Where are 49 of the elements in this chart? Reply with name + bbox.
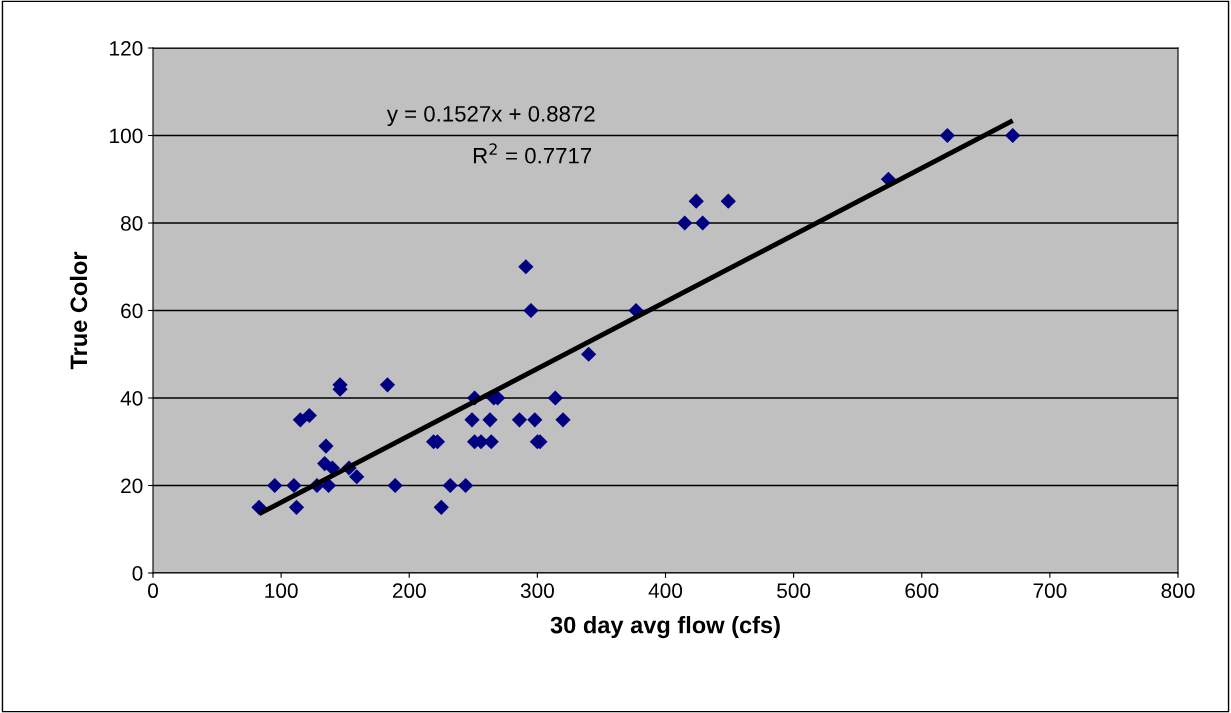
- point: [511, 412, 528, 428]
- y-tick-label: 60: [121, 303, 143, 319]
- y-axis-title: True Color: [69, 251, 88, 370]
- point: [433, 499, 449, 515]
- point: [527, 412, 543, 428]
- point: [458, 477, 474, 494]
- point: [482, 412, 498, 428]
- x-tick-label: 400: [648, 583, 683, 599]
- y-tick-label: 100: [110, 128, 143, 144]
- point: [1005, 127, 1021, 144]
- x-tick-label: 0: [148, 583, 158, 599]
- point: [464, 412, 480, 428]
- point: [301, 407, 317, 424]
- point: [324, 460, 340, 476]
- point: [523, 302, 539, 319]
- point: [677, 215, 693, 231]
- point: [581, 346, 597, 362]
- y-tick-label: 20: [121, 478, 143, 494]
- annotation: y = 0.1527x + 0.8872: [386, 105, 595, 127]
- x-tick-label: 600: [905, 583, 939, 599]
- y-tick-label: 0: [132, 566, 143, 581]
- point: [320, 477, 337, 494]
- point: [695, 215, 711, 231]
- annotation: R$^{2}$ = 0.7717: [473, 143, 592, 164]
- x-tick-label: 300: [520, 583, 554, 599]
- point: [720, 193, 736, 209]
- point: [318, 438, 334, 454]
- x-tick-label: 200: [392, 583, 426, 599]
- point: [349, 469, 365, 485]
- point: [688, 193, 704, 209]
- point: [518, 259, 534, 275]
- x-tick-label: 500: [777, 583, 811, 599]
- y-tick-label: 80: [121, 216, 143, 231]
- point: [939, 127, 955, 144]
- point: [555, 412, 571, 428]
- y-tick-label: 120: [110, 41, 143, 56]
- x-tick-label: 100: [265, 583, 298, 599]
- point: [292, 412, 308, 428]
- point: [547, 390, 563, 406]
- x-tick-label: 800: [1161, 583, 1195, 599]
- point: [267, 477, 283, 494]
- point: [387, 477, 403, 494]
- point: [442, 477, 458, 494]
- x-tick-label: 700: [1033, 583, 1067, 599]
- point: [379, 377, 396, 393]
- point: [286, 477, 302, 494]
- point: [288, 499, 305, 515]
- x-axis-title: 30 day avg flow (cfs): [550, 616, 780, 639]
- y-tick-label: 40: [120, 391, 143, 406]
